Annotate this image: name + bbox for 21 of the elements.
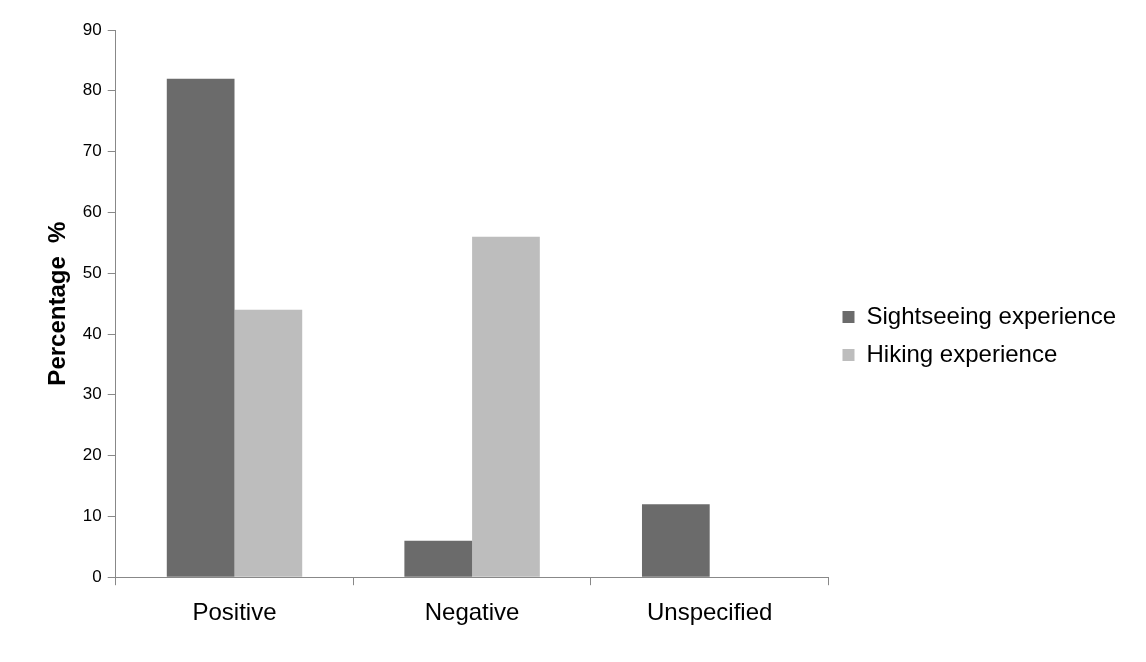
y-tick-label: 70	[82, 141, 102, 161]
x-tick-label: Negative	[424, 598, 520, 626]
bar	[404, 540, 473, 577]
bar	[472, 236, 540, 577]
y-tick-label: 0	[92, 566, 102, 586]
x-tick-label: Positive	[192, 598, 277, 626]
y-tick-label: 60	[82, 202, 102, 222]
y-tick-label: 90	[82, 19, 102, 39]
x-tick-label: Unspecified	[647, 598, 773, 626]
y-tick-label: 80	[82, 80, 102, 100]
bar	[166, 78, 235, 577]
y-tick-label: 30	[82, 384, 102, 404]
y-tick-label: 40	[82, 323, 102, 343]
legend-label: Sightseeing experience	[866, 301, 1117, 329]
y-tick-label: 10	[82, 506, 102, 526]
y-axis-title: Percentage %	[43, 221, 71, 386]
y-tick-label: 20	[82, 445, 102, 465]
y-tick-label: 50	[82, 262, 102, 282]
bar	[234, 309, 303, 577]
legend-label: Hiking experience	[866, 339, 1058, 367]
bar	[641, 504, 710, 577]
